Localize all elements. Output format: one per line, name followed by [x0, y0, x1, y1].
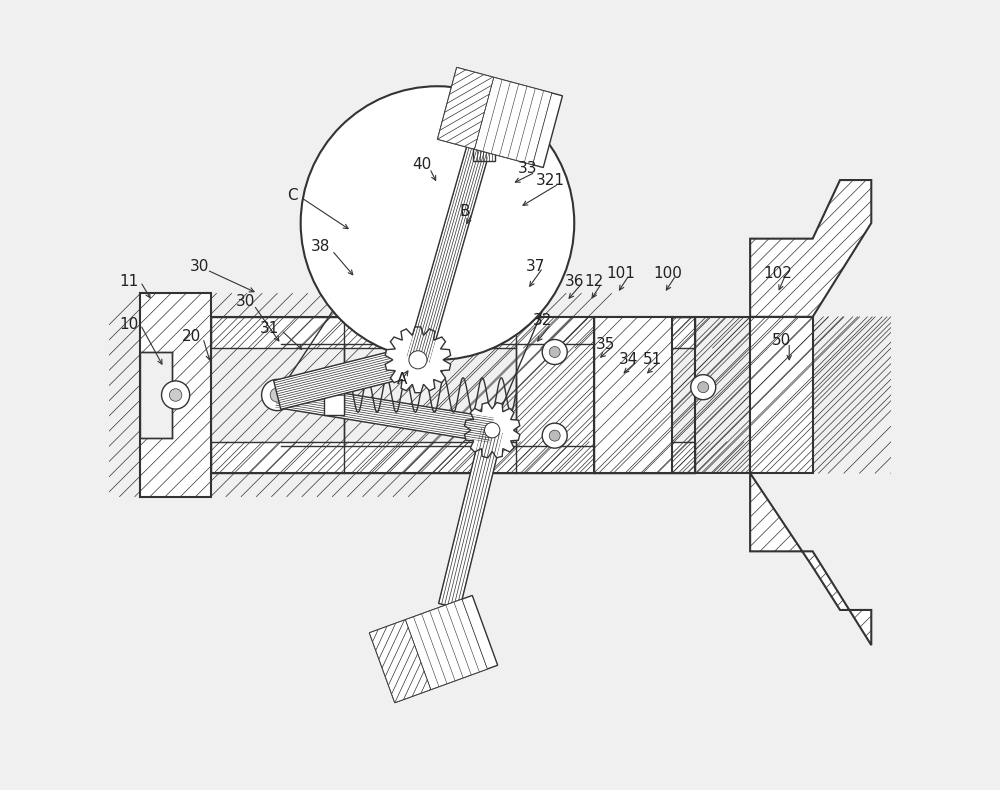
Circle shape [169, 389, 182, 401]
Circle shape [542, 423, 567, 448]
Text: B: B [460, 204, 470, 219]
Polygon shape [369, 596, 498, 702]
Bar [750, 317, 813, 473]
Polygon shape [475, 77, 552, 164]
Polygon shape [439, 427, 503, 608]
Polygon shape [275, 382, 494, 442]
Text: 11: 11 [119, 274, 138, 289]
Text: 36: 36 [565, 274, 584, 289]
Text: 12: 12 [584, 274, 603, 289]
Text: C: C [288, 188, 298, 203]
Bar [324, 375, 344, 415]
Circle shape [549, 431, 560, 441]
Text: 34: 34 [619, 352, 639, 367]
Text: 35: 35 [596, 337, 615, 352]
Circle shape [301, 86, 574, 359]
Text: 102: 102 [763, 266, 792, 281]
Text: 33: 33 [518, 161, 537, 176]
Circle shape [542, 340, 567, 364]
Polygon shape [438, 67, 494, 149]
Text: 10: 10 [119, 317, 138, 332]
Circle shape [409, 351, 427, 369]
Circle shape [262, 379, 293, 411]
Circle shape [691, 374, 716, 400]
Text: 321: 321 [536, 172, 565, 187]
Polygon shape [750, 473, 871, 645]
Polygon shape [438, 67, 562, 167]
Bar [140, 293, 211, 497]
Polygon shape [473, 127, 495, 160]
Circle shape [270, 388, 284, 402]
Bar [594, 317, 672, 473]
Text: 30: 30 [236, 294, 256, 309]
Bar [140, 352, 172, 438]
Text: 31: 31 [260, 321, 279, 336]
Bar [211, 317, 695, 348]
Circle shape [485, 423, 500, 438]
Polygon shape [465, 402, 520, 458]
Circle shape [162, 381, 190, 409]
Text: A: A [397, 372, 407, 387]
Bar [211, 442, 695, 473]
Polygon shape [385, 327, 451, 393]
Text: 38: 38 [311, 239, 330, 254]
Text: 50: 50 [772, 333, 791, 348]
Text: 20: 20 [182, 329, 201, 344]
Polygon shape [405, 599, 487, 690]
Polygon shape [274, 345, 422, 409]
Text: 100: 100 [654, 266, 682, 281]
Text: 32: 32 [533, 314, 553, 328]
Text: 40: 40 [412, 157, 431, 172]
Text: 30: 30 [189, 258, 209, 273]
Polygon shape [750, 180, 871, 317]
Circle shape [698, 382, 709, 393]
Text: 51: 51 [643, 352, 662, 367]
Circle shape [549, 347, 560, 358]
Bar [516, 317, 594, 473]
Polygon shape [407, 124, 496, 363]
Polygon shape [369, 620, 431, 702]
Text: 37: 37 [525, 258, 545, 273]
Text: 101: 101 [607, 266, 636, 281]
Bar [211, 317, 695, 473]
